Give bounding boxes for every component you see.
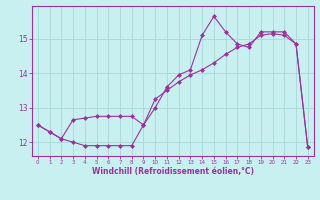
X-axis label: Windchill (Refroidissement éolien,°C): Windchill (Refroidissement éolien,°C) (92, 167, 254, 176)
